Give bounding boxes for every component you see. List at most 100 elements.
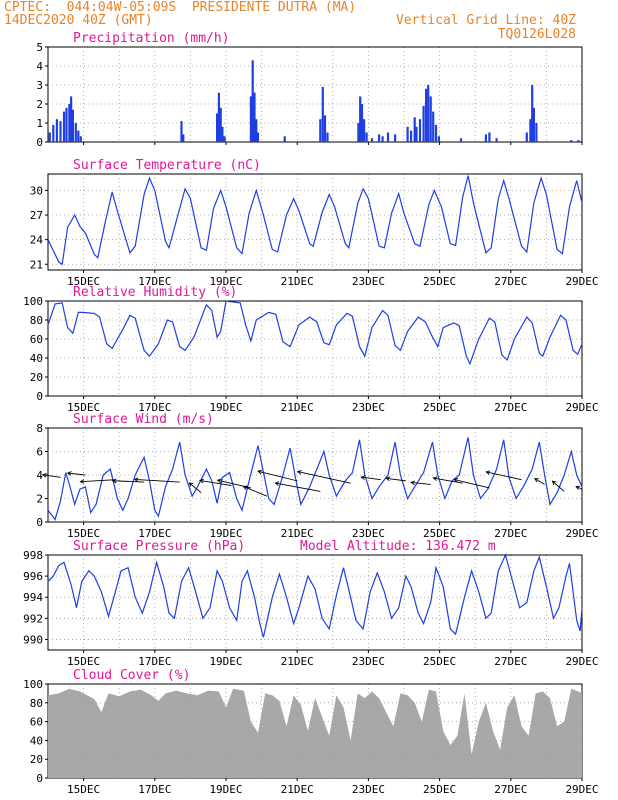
temperature-xtick-label: 15DEC bbox=[67, 275, 100, 288]
wind-vector-shaft bbox=[134, 479, 180, 483]
precip-bar bbox=[432, 111, 435, 142]
precip-bar bbox=[321, 86, 324, 142]
wind-vector-shaft bbox=[386, 477, 406, 482]
humidity-ytick-label: 80 bbox=[30, 314, 43, 327]
humidity-frame bbox=[47, 300, 583, 397]
wind-vector-shaft bbox=[189, 482, 202, 493]
wind-vector-shaft bbox=[486, 471, 522, 481]
precip-bar bbox=[360, 104, 364, 142]
precip-bar bbox=[249, 96, 252, 142]
precip-bar bbox=[217, 92, 220, 142]
precip-bar bbox=[283, 136, 286, 142]
precip-bar bbox=[59, 121, 62, 142]
precip-bar bbox=[577, 140, 580, 142]
precip-bar bbox=[413, 117, 416, 142]
header-date: 14DEC2020 40Z (GMT) bbox=[4, 13, 153, 28]
temperature-title: Surface Temperature (nC) bbox=[73, 158, 261, 173]
cloud-xtick-label: 29DEC bbox=[565, 783, 598, 796]
precip-bar bbox=[415, 126, 418, 142]
pressure-ytick-label: 996 bbox=[23, 570, 43, 583]
temperature-panel: 21 24 27 30 15DEC 17DEC 19DEC 21DEC 23DEC 25DEC 27… bbox=[30, 158, 599, 288]
cloud-xtick-label: 23DEC bbox=[352, 783, 385, 796]
precip-bar bbox=[410, 130, 413, 142]
humidity-line bbox=[47, 300, 583, 366]
temperature-xtick-label: 17DEC bbox=[138, 275, 171, 288]
wind-ytick-label: 8 bbox=[36, 422, 43, 435]
wind-vector-shaft bbox=[112, 480, 145, 483]
humidity-ytick-label: 40 bbox=[30, 352, 43, 365]
pressure-xtick-label: 29DEC bbox=[565, 655, 598, 668]
cloud-xtick-label: 17DEC bbox=[138, 783, 171, 796]
cloud-ytick-label: 40 bbox=[30, 734, 43, 747]
temperature-xtick-label: 25DEC bbox=[423, 275, 456, 288]
humidity-xtick-label: 29DEC bbox=[565, 401, 598, 414]
pressure-xtick-label: 23DEC bbox=[352, 655, 385, 668]
cloud-xtick-label: 21DEC bbox=[281, 783, 314, 796]
wind-vector-head bbox=[242, 485, 248, 490]
cloud-title: Cloud Cover (%) bbox=[73, 668, 190, 683]
wind-xtick-label: 25DEC bbox=[423, 527, 456, 540]
wind-xtick-label: 15DEC bbox=[67, 527, 100, 540]
precip-bar bbox=[221, 126, 224, 142]
wind-vector-head bbox=[551, 480, 557, 486]
pressure-ytick-label: 998 bbox=[23, 549, 43, 562]
wind-vector-shaft bbox=[534, 478, 545, 485]
wind-vector-head bbox=[432, 476, 438, 481]
temperature-xtick-label: 21DEC bbox=[281, 275, 314, 288]
wind-ytick-label: 2 bbox=[36, 493, 43, 506]
pressure-xtick-label: 25DEC bbox=[423, 655, 456, 668]
precip-bar bbox=[418, 119, 422, 142]
humidity-panel: 0 20 40 60 80 100 15DEC 17DEC 19DEC 21DEC 23DEC 25D… bbox=[23, 285, 598, 414]
precip-bar bbox=[251, 60, 254, 142]
humidity-xtick-label: 21DEC bbox=[281, 401, 314, 414]
precip-bar bbox=[223, 136, 226, 142]
wind-vector-head bbox=[453, 478, 459, 483]
precip-bar bbox=[216, 113, 219, 142]
wind-vector-shaft bbox=[67, 472, 86, 476]
humidity-ytick-label: 60 bbox=[30, 333, 43, 346]
wind-vector-head bbox=[133, 477, 139, 482]
precip-bar bbox=[65, 107, 68, 142]
wind-vector-head bbox=[575, 485, 581, 490]
wind-xtick-label: 23DEC bbox=[352, 527, 385, 540]
pressure-ytick-label: 994 bbox=[23, 591, 43, 604]
pressure-line bbox=[47, 553, 583, 638]
wind-title: Surface Wind (m/s) bbox=[73, 412, 214, 427]
precip-bar bbox=[525, 132, 528, 142]
precip-bar bbox=[531, 85, 534, 142]
humidity-ytick-label: 0 bbox=[36, 390, 43, 403]
pressure-xtick-label: 19DEC bbox=[209, 655, 242, 668]
precip-bar bbox=[570, 140, 573, 142]
precip-bar bbox=[180, 121, 183, 142]
cloud-ytick-label: 20 bbox=[30, 753, 43, 766]
precip-bar bbox=[74, 123, 77, 142]
precipitation-title: Precipitation (mm/h) bbox=[73, 31, 230, 46]
wind-vector-head bbox=[41, 472, 47, 478]
precipitation-ytick-label: 4 bbox=[36, 60, 43, 73]
precip-bar bbox=[323, 115, 327, 142]
humidity-xtick-label: 17DEC bbox=[138, 401, 171, 414]
precipitation-frame bbox=[47, 46, 583, 143]
wind-vector-shaft bbox=[257, 470, 298, 482]
precip-bar bbox=[219, 107, 222, 142]
wind-line bbox=[47, 437, 583, 521]
humidity-ytick-label: 20 bbox=[30, 371, 43, 384]
precip-bar bbox=[381, 136, 384, 142]
wind-vector-shaft bbox=[243, 486, 268, 497]
wind-vector-head bbox=[199, 478, 204, 484]
temperature-xtick-label: 19DEC bbox=[209, 275, 242, 288]
pressure-xtick-label: 21DEC bbox=[281, 655, 314, 668]
wind-vector-shaft bbox=[80, 479, 116, 483]
cloud-cover-area bbox=[48, 688, 582, 778]
precipitation-ytick-label: 5 bbox=[36, 41, 43, 54]
wind-vector-shaft bbox=[361, 476, 381, 481]
precip-bar bbox=[68, 104, 71, 142]
wind-vector-head bbox=[216, 478, 222, 484]
pressure-xtick-label: 15DEC bbox=[67, 655, 100, 668]
precip-bar bbox=[425, 88, 428, 142]
pressure-title: Surface Pressure (hPa) bbox=[73, 539, 245, 554]
temperature-xtick-label: 23DEC bbox=[352, 275, 385, 288]
wind-ytick-label: 6 bbox=[36, 446, 43, 459]
precip-bar bbox=[386, 132, 390, 142]
precip-bar bbox=[71, 109, 74, 142]
